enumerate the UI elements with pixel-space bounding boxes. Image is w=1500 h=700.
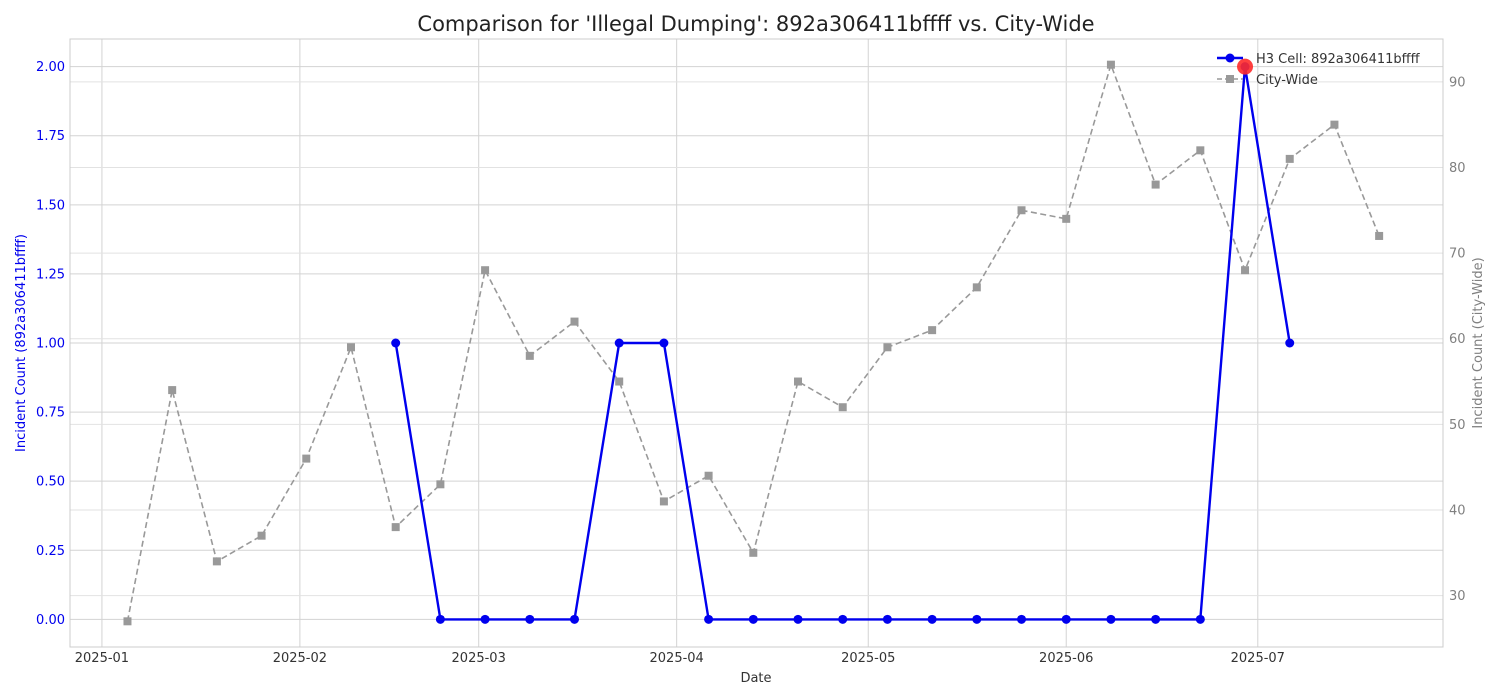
h3-cell-point [838,614,848,624]
city-wide-point [212,557,221,566]
y-right-tick-label: 70 [1449,247,1466,262]
city-wide-point [838,403,847,412]
y-axis-right: 30 40 50 60 70 80 90 [1449,75,1466,604]
h3-cell-point [1151,614,1161,624]
y-axis-left-label: Incident Count (892a306411bffff) [14,234,29,452]
y-axis-right-label: Incident Count (City-Wide) [1471,257,1486,428]
city-wide-point [615,377,624,386]
x-axis-label: Date [740,671,771,686]
city-wide-point [928,326,937,335]
h3-cell-point [1061,614,1071,624]
y-left-tick-label: 1.75 [36,129,65,144]
city-wide-point [481,266,490,275]
y-left-tick-label: 0.25 [36,544,65,559]
city-wide-point [123,617,132,626]
city-wide-point [1330,120,1339,129]
x-tick-label: 2025-01 [75,651,129,666]
y-right-tick-label: 50 [1449,418,1466,433]
h3-cell-point [1017,614,1027,624]
legend: H3 Cell: 892a306411bffff City-Wide [1217,52,1421,88]
x-tick-label: 2025-02 [273,651,327,666]
h3-cell-point [569,614,579,624]
city-wide-point [794,377,803,386]
x-tick-label: 2025-04 [650,651,704,666]
legend-h3-label: H3 Cell: 892a306411bffff [1256,52,1421,67]
y-left-tick-label: 1.25 [36,267,65,282]
city-wide-point [570,317,579,326]
h3-cell-point [480,614,490,624]
h3-cell-point [659,338,669,348]
y-left-tick-label: 2.00 [36,60,65,75]
y-left-tick-label: 0.50 [36,475,65,490]
y-right-tick-label: 80 [1449,161,1466,176]
chart-title: Comparison for 'Illegal Dumping': 892a30… [417,12,1094,36]
x-axis: 2025-01 2025-02 2025-03 2025-04 2025-05 2025-… [75,651,1285,666]
legend-city-swatch-marker [1226,75,1234,83]
city-wide-point [1241,266,1250,275]
plot-frame [69,38,1444,648]
y-axis-left: 0.00 0.25 0.50 0.75 1.00 1.25 1.50 1.75 2.00 [36,60,65,628]
y-right-tick-label: 90 [1449,75,1466,90]
city-wide-point [1196,146,1205,155]
h3-cell-point [1285,338,1295,348]
h3-cell-point [704,614,714,624]
h3-cell-point [614,338,624,348]
city-wide-point [659,497,668,506]
y-left-tick-label: 0.75 [36,406,65,421]
h3-cell-point [882,614,892,624]
y-right-tick-label: 40 [1449,503,1466,518]
city-wide-point [257,531,266,540]
y-right-tick-label: 30 [1449,589,1466,604]
y-left-tick-label: 0.00 [36,613,65,628]
city-wide-point [525,351,534,360]
y-right-tick-label: 60 [1449,332,1466,347]
x-tick-label: 2025-03 [452,651,506,666]
city-wide-point [1375,231,1384,240]
highlight-point [1237,58,1254,75]
h3-cell-point [793,614,803,624]
h3-cell-point [525,614,535,624]
city-wide-point [346,343,355,352]
city-wide-point [1017,206,1026,215]
h3-cell-point [972,614,982,624]
h3-cell-point [435,614,445,624]
city-wide-point [391,523,400,532]
x-tick-label: 2025-06 [1039,651,1093,666]
city-wide-point [704,471,713,480]
x-tick-label: 2025-05 [841,651,895,666]
y-left-tick-label: 1.50 [36,198,65,213]
y-left-tick-label: 1.00 [36,337,65,352]
city-wide-point [1106,60,1115,69]
city-wide-point [1285,154,1294,163]
city-wide-point [302,454,311,463]
h3-cell-point [391,338,401,348]
series-city-wide [123,60,1384,626]
city-wide-point [168,386,177,395]
city-wide-point [436,480,445,489]
h3-cell-point [927,614,937,624]
x-tick-label: 2025-07 [1231,651,1285,666]
city-wide-point [1062,214,1071,223]
h3-cell-point [1195,614,1205,624]
city-wide-point [749,548,758,557]
grid [70,39,1443,647]
city-wide-point [883,343,892,352]
h3-cell-point [1106,614,1116,624]
series-h3-cell [391,58,1295,624]
city-wide-point [972,283,981,292]
legend-h3-swatch-marker [1225,53,1235,63]
legend-city-label: City-Wide [1256,73,1318,88]
city-wide-point [1151,180,1160,189]
h3-cell-point [748,614,758,624]
